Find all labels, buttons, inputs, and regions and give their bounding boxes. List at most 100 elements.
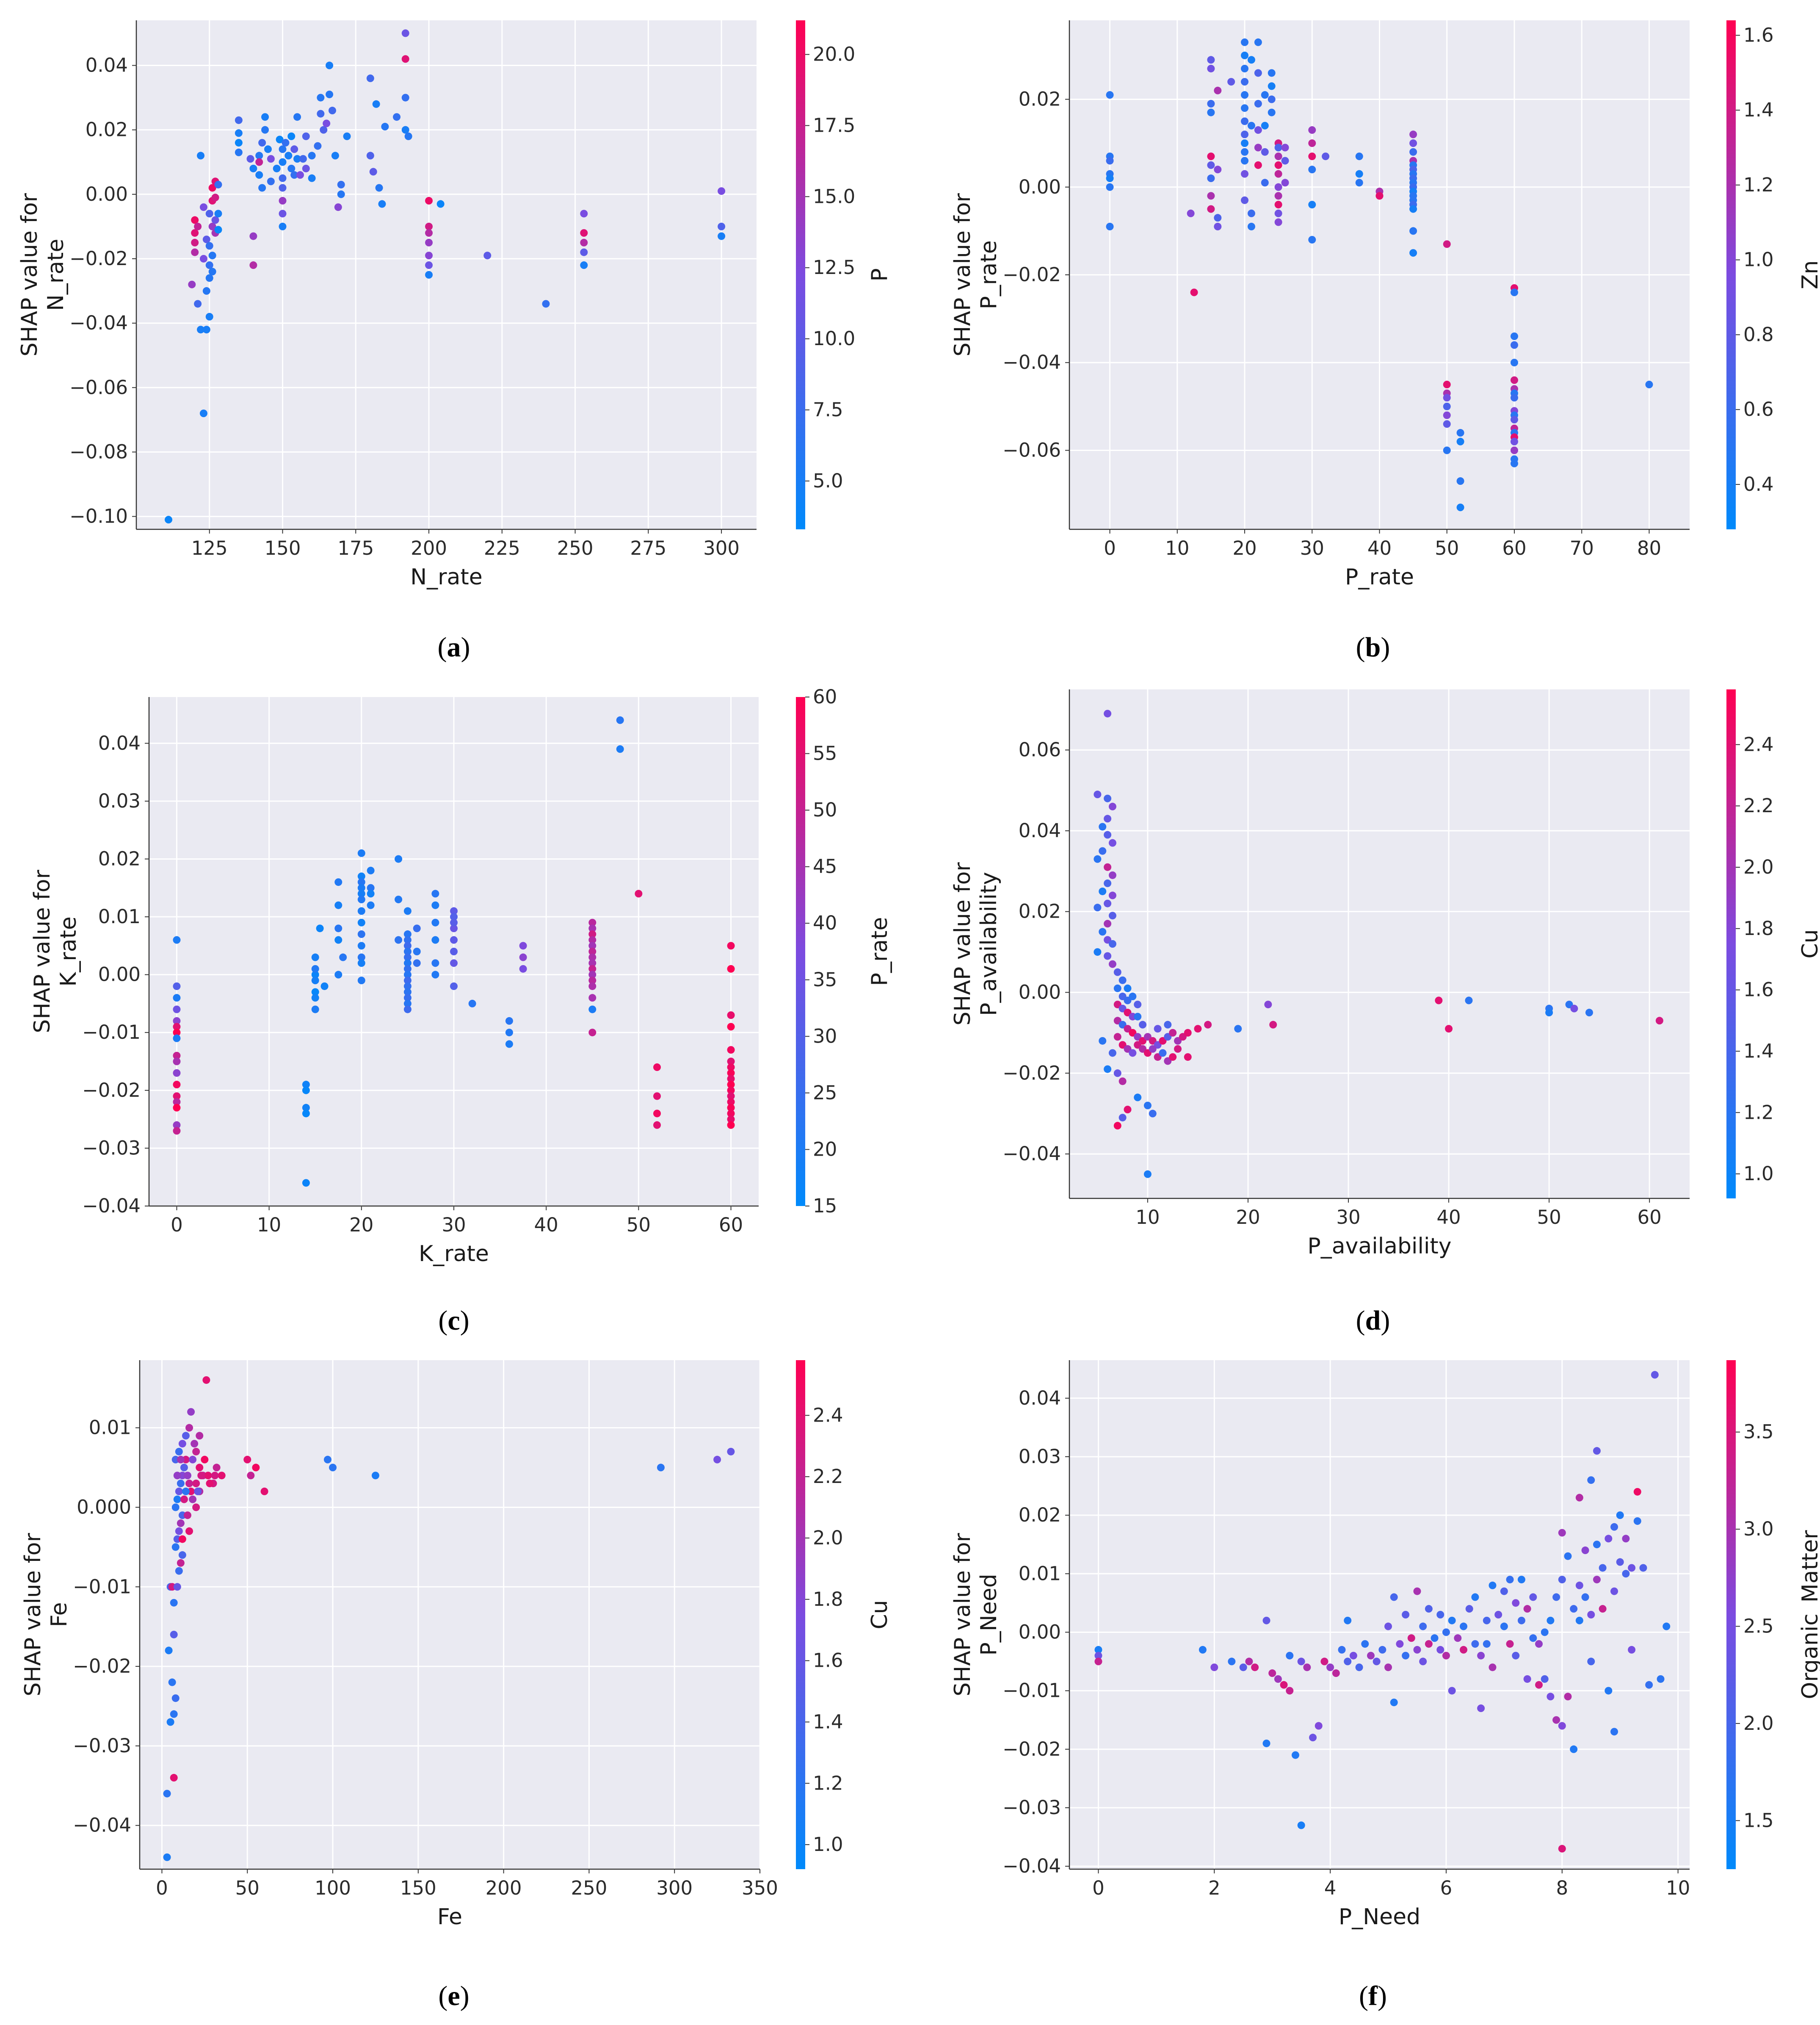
data-point: [316, 924, 324, 932]
data-point: [1210, 1663, 1218, 1671]
data-point: [1214, 223, 1222, 231]
data-point: [194, 222, 202, 230]
data-point: [1124, 984, 1132, 992]
data-point: [403, 999, 412, 1007]
data-point: [211, 216, 219, 224]
data-point: [1425, 1640, 1433, 1648]
x-tick-label: 10: [257, 1214, 281, 1236]
colorbar: [1726, 20, 1736, 529]
y-axis-label-line1: SHAP value for: [30, 870, 55, 1033]
data-point: [1241, 117, 1249, 125]
data-point: [366, 74, 374, 82]
data-point: [202, 1376, 210, 1384]
colorbar-label: Cu: [867, 1600, 892, 1629]
data-point: [173, 1121, 181, 1129]
data-point: [1241, 91, 1249, 99]
data-point: [1320, 1657, 1328, 1665]
data-point: [727, 942, 735, 950]
data-point: [425, 252, 433, 260]
data-point: [393, 113, 401, 121]
data-point: [1104, 815, 1112, 823]
data-point: [1104, 920, 1112, 928]
data-point: [235, 129, 243, 137]
data-point: [1113, 984, 1121, 992]
data-point: [1510, 437, 1518, 445]
data-point: [293, 155, 301, 163]
data-point: [1108, 891, 1116, 899]
data-point: [1268, 82, 1276, 90]
y-tick-label: 0.03: [1019, 1445, 1061, 1468]
y-tick-label: −0.01: [82, 1021, 141, 1043]
colorbar-tick-label: 1.6: [1743, 979, 1774, 1001]
data-point: [727, 1092, 735, 1100]
data-point: [713, 1455, 721, 1463]
data-point: [1489, 1663, 1497, 1671]
data-point: [727, 1069, 735, 1077]
data-point: [185, 1424, 193, 1432]
data-point: [1241, 139, 1249, 147]
data-point: [197, 1472, 205, 1480]
data-point: [302, 1109, 310, 1118]
y-tick-label: 0.06: [1019, 739, 1061, 761]
data-point: [1129, 993, 1137, 1001]
data-point: [235, 148, 243, 156]
data-point: [261, 126, 269, 134]
data-point: [401, 94, 409, 102]
data-point: [205, 274, 213, 282]
data-point: [1280, 1681, 1288, 1689]
data-point: [431, 918, 439, 927]
data-point: [450, 948, 458, 955]
y-tick-label: −0.02: [1003, 263, 1061, 286]
colorbar-tick-label: 20.0: [813, 43, 855, 66]
data-point: [1655, 1017, 1663, 1025]
data-point: [1214, 214, 1222, 222]
data-point: [1616, 1558, 1624, 1566]
data-point: [197, 152, 205, 160]
data-point: [1149, 1045, 1157, 1053]
data-point: [334, 971, 342, 979]
data-point: [357, 878, 365, 886]
data-point: [173, 1029, 181, 1037]
data-point: [1529, 1634, 1537, 1642]
data-point: [171, 1694, 180, 1702]
data-point: [168, 1678, 176, 1686]
data-point: [1261, 122, 1269, 130]
colorbar-tick-label: 40: [813, 912, 837, 934]
data-point: [192, 1480, 200, 1488]
colorbar-tick-label: 12.5: [813, 256, 855, 279]
data-point: [1308, 126, 1316, 134]
caption-letter: b: [1365, 632, 1381, 663]
y-axis-label-line2: N_rate: [43, 239, 69, 311]
data-point: [1355, 179, 1363, 187]
caption-letter: a: [447, 632, 461, 663]
colorbar-tick-label: 1.0: [1743, 1162, 1774, 1185]
data-point: [279, 158, 287, 166]
data-point: [194, 300, 202, 308]
data-point: [1134, 1001, 1142, 1009]
data-point: [208, 252, 216, 260]
data-point: [403, 959, 412, 967]
data-point: [431, 901, 439, 909]
data-point: [1409, 227, 1417, 235]
y-axis-label-line1: SHAP value for: [950, 1533, 975, 1696]
data-point: [468, 999, 476, 1007]
plot-background: [140, 1360, 760, 1869]
data-point: [403, 907, 412, 915]
colorbar-tick-label: 35: [813, 968, 837, 991]
y-tick-label: 0.000: [77, 1496, 131, 1518]
data-point: [1245, 1657, 1253, 1665]
data-point: [334, 924, 342, 932]
data-point: [1471, 1640, 1479, 1648]
data-point: [191, 1440, 199, 1448]
caption-close-paren: ): [460, 1981, 469, 2011]
caption-open-paren: (: [1359, 1981, 1368, 2011]
data-point: [450, 918, 458, 927]
x-tick-label: 0: [1104, 537, 1116, 559]
data-point: [1199, 1646, 1207, 1654]
data-point: [214, 226, 222, 234]
data-point: [1575, 1616, 1583, 1624]
data-point: [378, 200, 386, 208]
data-point: [1308, 166, 1316, 174]
colorbar-tick-label: 3.5: [1743, 1421, 1774, 1443]
data-point: [1297, 1657, 1305, 1665]
